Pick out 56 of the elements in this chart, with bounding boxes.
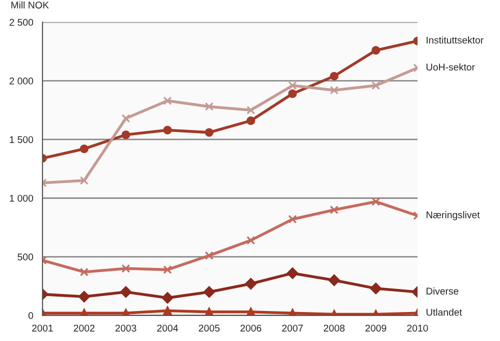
point [122, 130, 130, 140]
point [328, 274, 340, 286]
point [203, 286, 215, 298]
point [286, 267, 298, 279]
x-tick-label: 2006 [240, 324, 262, 332]
x-tick-label: 2010 [407, 324, 428, 332]
point [288, 81, 297, 90]
series-label: UoH-sektor [426, 63, 475, 71]
x-tick-label: 2001 [32, 324, 53, 332]
point [372, 81, 380, 90]
point [163, 265, 172, 274]
y-tick-label: 0 [28, 312, 34, 320]
point [245, 278, 257, 290]
point [80, 144, 88, 154]
point [163, 306, 172, 316]
x-tick-label: 2004 [157, 324, 178, 332]
point [288, 89, 297, 98]
y-tick-label: 1 500 [10, 136, 34, 144]
y-tick-label: 2 500 [10, 18, 34, 26]
x-tick-label: 2007 [282, 324, 303, 332]
series-label: Utlandet [426, 308, 462, 316]
point [330, 86, 338, 95]
point [246, 308, 256, 316]
point [288, 214, 297, 224]
x-tick-label: 2009 [366, 324, 386, 332]
series-label: Diverse [426, 287, 458, 295]
series-label: Instituttsektor [426, 36, 484, 44]
x-tick-label: 2003 [116, 324, 136, 332]
y-axis-title: Mill NOK [11, 1, 49, 9]
x-tick-label: 2008 [324, 324, 345, 332]
point [246, 236, 256, 245]
point [372, 197, 380, 206]
point [246, 116, 256, 126]
point [122, 264, 130, 273]
point [163, 126, 172, 134]
series-label: Næringslivet [426, 211, 480, 220]
y-tick-label: 500 [18, 254, 34, 260]
x-tick-label: 2005 [198, 324, 220, 332]
point [163, 96, 172, 106]
point [246, 106, 256, 114]
point [204, 251, 214, 260]
point [370, 282, 382, 294]
point [204, 102, 214, 111]
point [80, 176, 88, 185]
point [120, 286, 132, 298]
point [80, 268, 88, 276]
x-tick-label: 2002 [74, 324, 94, 332]
y-tick-label: 2 000 [10, 78, 34, 84]
point [162, 292, 174, 304]
point [372, 46, 380, 55]
point [122, 114, 130, 123]
point [330, 206, 338, 214]
point [204, 128, 214, 137]
point [330, 72, 338, 80]
y-tick-label: 1 000 [10, 194, 34, 202]
point [78, 290, 90, 302]
